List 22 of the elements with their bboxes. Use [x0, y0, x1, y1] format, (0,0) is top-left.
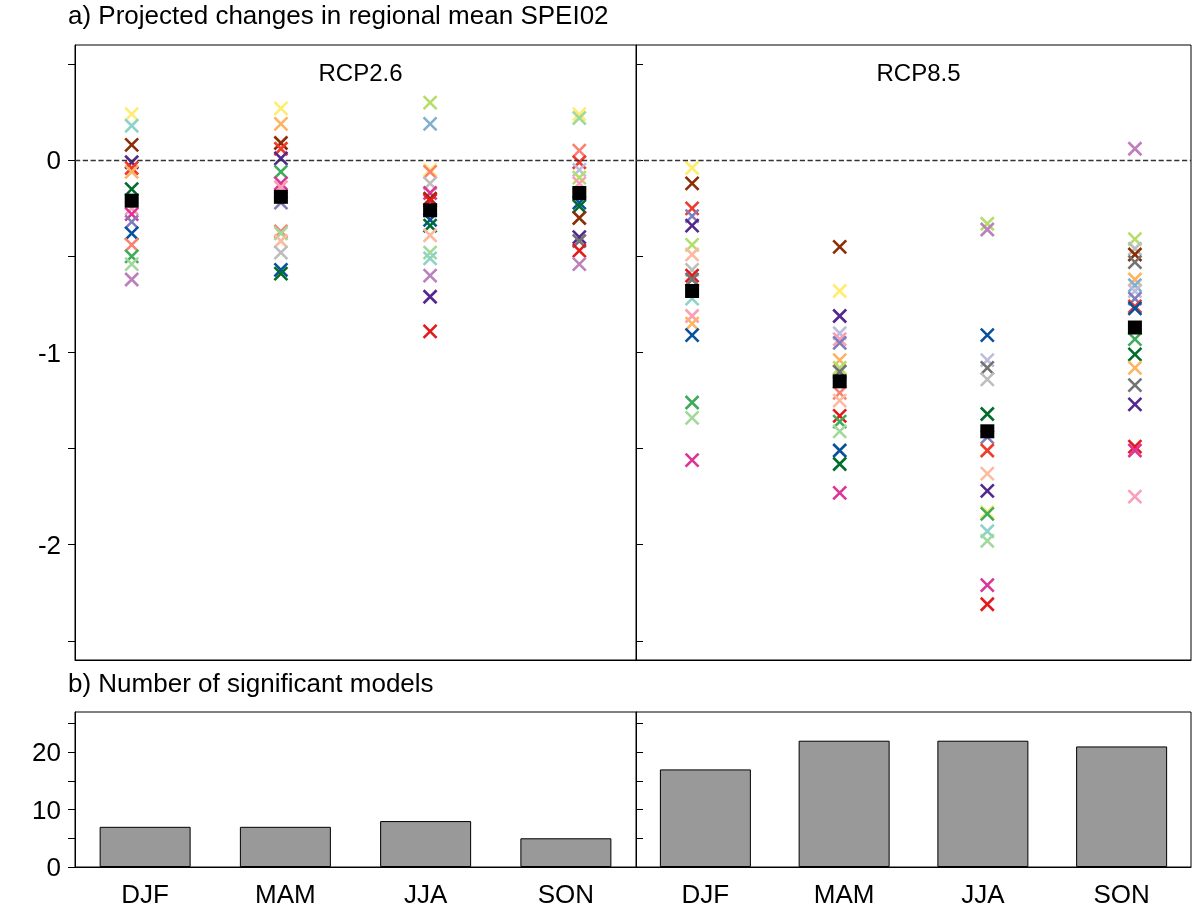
point: [832, 374, 847, 389]
x-tick-label: MAM: [255, 879, 316, 909]
y-tick-label: 20: [32, 737, 61, 768]
y-tick-label: -2: [37, 529, 61, 560]
x-tick-label: JJA: [403, 879, 448, 909]
x-tick-label: SON: [537, 879, 595, 909]
y-tick-label: 10: [32, 794, 61, 825]
y-tick-label: 0: [46, 852, 61, 882]
y-tick-label: -1: [37, 337, 61, 368]
x-tick-label: DJF: [681, 879, 730, 909]
y-tick-label: 0: [46, 145, 61, 176]
x-tick-label: JJA: [961, 879, 1006, 909]
text: RCP2.6: [318, 58, 403, 86]
point: [980, 424, 995, 439]
point: [1127, 320, 1142, 335]
x-tick-label: MAM: [813, 879, 875, 909]
text: a) Projected changes in regional mean SPEI02: [68, 0, 609, 30]
x-tick-label: SON: [1093, 879, 1150, 909]
text: b) Number of significant models: [68, 668, 434, 698]
point: [685, 284, 700, 298]
text: RCP8.5: [876, 58, 961, 86]
x-tick-label: DJF: [121, 879, 169, 909]
